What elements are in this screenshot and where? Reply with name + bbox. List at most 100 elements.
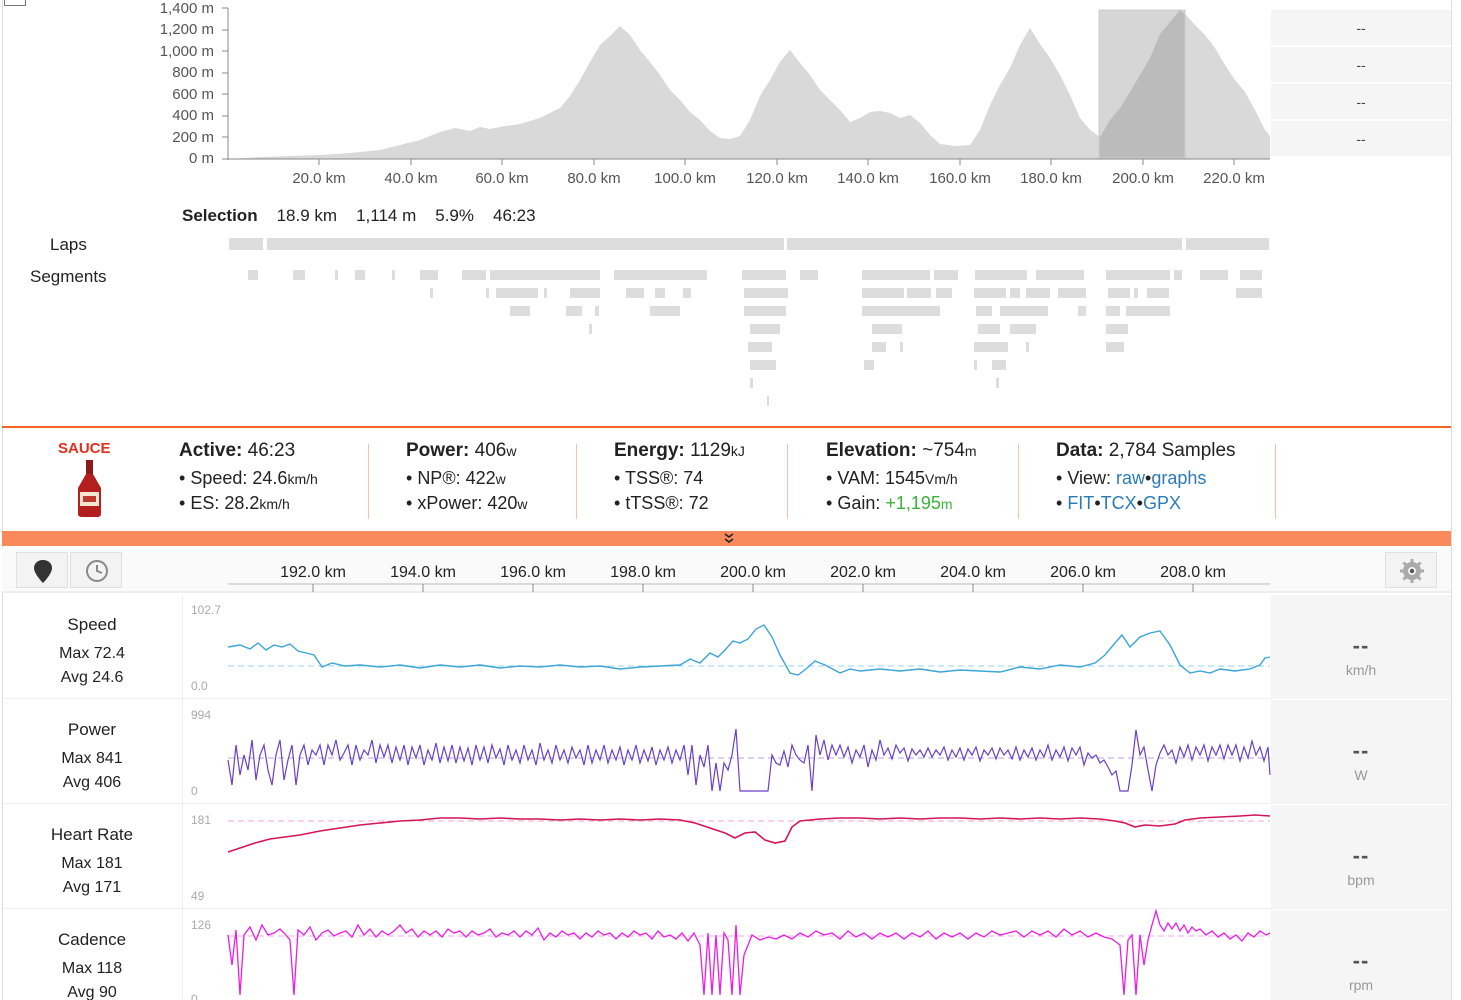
- graphs-link[interactable]: graphs: [1151, 468, 1207, 488]
- segment-bar[interactable]: [1000, 306, 1048, 316]
- segment-bar[interactable]: [934, 270, 958, 280]
- chart-side-panel: -- km/h: [1271, 595, 1451, 699]
- segment-bar[interactable]: [650, 306, 680, 316]
- elevation-chart[interactable]: [0, 0, 1461, 200]
- segment-bar[interactable]: [1126, 306, 1170, 316]
- segment-bar[interactable]: [974, 342, 1008, 352]
- segment-bar[interactable]: [862, 270, 930, 280]
- speed-unit: km/h: [287, 471, 318, 487]
- segment-bar[interactable]: [974, 288, 1006, 298]
- segment-bar[interactable]: [589, 324, 592, 334]
- segment-bar[interactable]: [767, 396, 769, 406]
- calendar-icon[interactable]: [4, 0, 26, 6]
- segment-bar[interactable]: [748, 342, 772, 352]
- segment-bar[interactable]: [800, 270, 818, 280]
- segment-bar[interactable]: [1078, 306, 1086, 316]
- segment-bar[interactable]: [510, 306, 530, 316]
- raw-link[interactable]: raw: [1116, 468, 1146, 488]
- segment-bar[interactable]: [626, 288, 644, 298]
- segment-bar[interactable]: [595, 306, 599, 316]
- clock-button[interactable]: [70, 552, 122, 588]
- segment-bar[interactable]: [1240, 270, 1262, 280]
- chart-avg: Avg 24.6: [60, 669, 124, 686]
- chart-ymin: 0.0: [191, 679, 208, 693]
- segment-bar[interactable]: [655, 288, 665, 298]
- chevron-down-icon[interactable]: [723, 532, 735, 544]
- collapse-bar[interactable]: [2, 531, 1451, 546]
- segment-bar[interactable]: [392, 270, 395, 280]
- segment-bar[interactable]: [978, 324, 1000, 334]
- segment-bar[interactable]: [1174, 270, 1182, 280]
- segment-bar[interactable]: [490, 270, 600, 280]
- segment-bar[interactable]: [248, 270, 258, 280]
- segment-bar[interactable]: [293, 270, 305, 280]
- segment-bar[interactable]: [750, 360, 776, 370]
- segment-bar[interactable]: [975, 270, 1027, 280]
- segment-bar[interactable]: [864, 360, 874, 370]
- map-pin-button[interactable]: [16, 552, 68, 588]
- tcx-link[interactable]: TCX: [1100, 493, 1137, 513]
- gpx-link[interactable]: GPX: [1142, 493, 1181, 513]
- segment-bar[interactable]: [1036, 270, 1084, 280]
- tss-label: TSS®:: [624, 468, 679, 488]
- segment-bar[interactable]: [936, 288, 952, 298]
- segment-bar[interactable]: [355, 270, 365, 280]
- segment-bar[interactable]: [744, 288, 788, 298]
- segment-bar[interactable]: [742, 270, 786, 280]
- lap-bar[interactable]: [1186, 238, 1269, 250]
- segment-bar[interactable]: [1106, 306, 1120, 316]
- segment-bar[interactable]: [1236, 288, 1262, 298]
- segment-bar[interactable]: [430, 288, 433, 298]
- segment-bar[interactable]: [462, 270, 486, 280]
- segment-bar[interactable]: [872, 324, 902, 334]
- segment-bar[interactable]: [1026, 288, 1050, 298]
- segment-bar[interactable]: [1106, 342, 1124, 352]
- lap-bar[interactable]: [267, 238, 784, 250]
- segment-bar[interactable]: [750, 324, 780, 334]
- segment-bar[interactable]: [566, 306, 582, 316]
- stats-data: Data: 2,784 Samples • View: raw•graphs •…: [1056, 440, 1236, 513]
- stats-power: Power: 406w • NP®: 422w • xPower: 420w: [406, 440, 528, 513]
- sauce-bottle-icon[interactable]: [75, 460, 105, 518]
- segment-bar[interactable]: [486, 288, 489, 298]
- lap-bar[interactable]: [229, 238, 263, 250]
- segment-bar[interactable]: [614, 270, 707, 280]
- segment-bar[interactable]: [1026, 342, 1029, 352]
- segment-bar[interactable]: [1147, 288, 1169, 298]
- segment-bar[interactable]: [570, 288, 600, 298]
- lap-bar[interactable]: [787, 238, 1182, 250]
- segment-bar[interactable]: [1108, 288, 1130, 298]
- segment-bar[interactable]: [420, 270, 438, 280]
- segment-bar[interactable]: [1106, 324, 1128, 334]
- segment-bar[interactable]: [1106, 270, 1170, 280]
- segment-bar[interactable]: [683, 288, 691, 298]
- chart-ymax: 994: [191, 708, 212, 722]
- segment-bar[interactable]: [974, 360, 977, 370]
- fit-link[interactable]: FIT: [1067, 493, 1095, 513]
- segment-bar[interactable]: [862, 306, 940, 316]
- segment-bar[interactable]: [992, 360, 1006, 370]
- segment-bar[interactable]: [1010, 288, 1020, 298]
- segment-bar[interactable]: [750, 378, 753, 388]
- stream-traces[interactable]: [0, 595, 1461, 1000]
- segment-bar[interactable]: [996, 378, 999, 388]
- segment-bar[interactable]: [976, 306, 992, 316]
- segment-bar[interactable]: [544, 288, 547, 298]
- selection-summary: Selection 18.9 km 1,114 m 5.9% 46:23: [182, 206, 536, 226]
- segment-bar[interactable]: [496, 288, 538, 298]
- segment-bar[interactable]: [1010, 324, 1036, 334]
- selection-elevation: 1,114 m: [356, 206, 417, 225]
- segment-bar[interactable]: [1058, 288, 1086, 298]
- segment-bar[interactable]: [1200, 270, 1228, 280]
- segment-bar[interactable]: [1134, 288, 1138, 298]
- chart-unit: km/h: [1345, 662, 1377, 678]
- segment-bar[interactable]: [900, 342, 903, 352]
- segment-bar[interactable]: [744, 306, 786, 316]
- segment-bar[interactable]: [872, 342, 886, 352]
- settings-button[interactable]: [1385, 552, 1437, 588]
- segment-bar[interactable]: [862, 288, 904, 298]
- segment-bar[interactable]: [335, 270, 338, 280]
- x-label: 200.0 km: [1112, 170, 1174, 187]
- segment-bar[interactable]: [907, 288, 931, 298]
